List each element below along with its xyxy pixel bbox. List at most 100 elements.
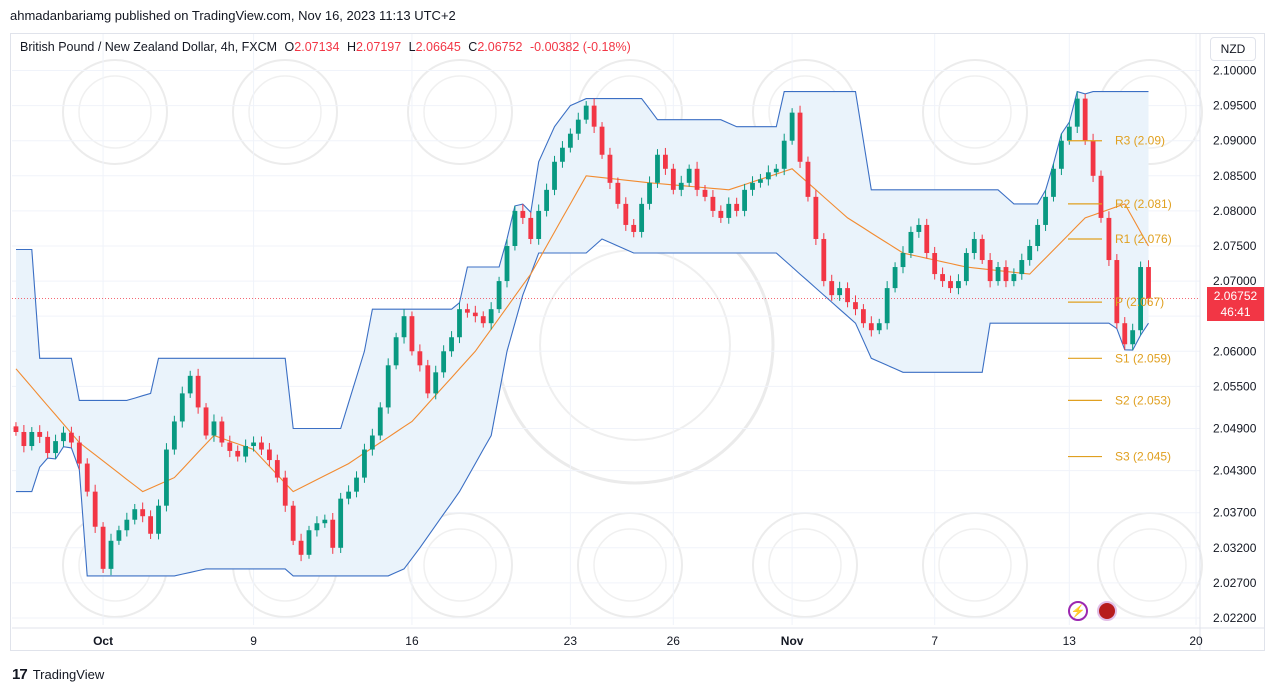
pivot-label-s1: S1 (2.059) (1115, 351, 1171, 365)
candle-body (393, 337, 399, 366)
candle-body (987, 260, 993, 282)
currency-button[interactable]: NZD (1210, 37, 1256, 61)
x-tick-label: Nov (781, 634, 804, 648)
pivot-label-r1: R1 (2.076) (1115, 232, 1172, 246)
candle-body (655, 154, 660, 183)
x-tick-label: 9 (250, 634, 257, 648)
y-tick-label: 2.10000 (1213, 64, 1257, 78)
candle-body (203, 407, 209, 436)
candle-body (306, 530, 312, 555)
candle-body (441, 351, 447, 373)
watermark-seal-ring (248, 75, 322, 149)
y-tick-label: 2.03200 (1213, 541, 1257, 555)
candle-body (1035, 224, 1041, 246)
candle-body (69, 432, 74, 443)
candle-body (663, 154, 668, 169)
x-tick-label: 26 (667, 634, 681, 648)
candle-body (171, 421, 177, 450)
candle-body (1098, 175, 1104, 218)
candle-body (678, 182, 684, 190)
candle-body (861, 309, 866, 324)
chart-frame (10, 33, 1265, 651)
candle-body (100, 526, 106, 569)
candle-body (868, 323, 874, 331)
candle-body (219, 421, 225, 443)
candle-body (156, 505, 161, 534)
candle-body (61, 432, 66, 442)
candle-body (647, 182, 652, 204)
candle-body (750, 182, 755, 190)
symbol-label: British Pound / New Zealand Dollar, 4h, … (20, 40, 278, 54)
candle-body (742, 189, 747, 211)
candle-body (567, 133, 573, 148)
y-tick-label: 2.09000 (1213, 134, 1257, 148)
candle-body (876, 323, 882, 331)
watermark-seal (232, 59, 338, 165)
candle-body (1043, 196, 1048, 225)
channel-fill (16, 91, 1149, 576)
candle-body (765, 172, 771, 180)
candle-body (108, 540, 114, 569)
candle-body (195, 375, 201, 408)
candle-body (377, 407, 383, 436)
lightning-icon[interactable]: ⚡ (1068, 601, 1088, 621)
y-tick-label: 2.08500 (1213, 169, 1257, 183)
candle-body (718, 210, 724, 218)
candle-body (132, 509, 138, 520)
watermark-seal-ring (938, 75, 1012, 149)
candle-body (211, 421, 217, 436)
pivot-label-r2: R2 (2.081) (1115, 197, 1172, 211)
candle-body (702, 189, 708, 197)
low-label: L (408, 40, 416, 54)
watermark-seal-ring (593, 528, 667, 602)
last-price-value: 2.06752 (1213, 289, 1258, 303)
candle-body (385, 365, 391, 408)
candle-body (979, 238, 985, 261)
candle-body (282, 477, 288, 506)
candle-body (1090, 140, 1096, 176)
candle-body (781, 140, 787, 169)
footer: 17 TradingView (12, 666, 104, 683)
candle-body (465, 309, 470, 313)
y-tick-label: 2.05500 (1213, 379, 1257, 393)
watermark-seal-ring (78, 75, 152, 149)
candle-body (409, 316, 415, 352)
candle-body (829, 281, 835, 296)
pivot-label-p: P (2.067) (1115, 295, 1164, 309)
candle-body (908, 231, 914, 254)
watermark-seal-ring (768, 528, 842, 602)
candle-body (401, 316, 407, 338)
candle-body (346, 491, 351, 499)
close-label: C (468, 40, 478, 54)
candle-body (932, 253, 938, 275)
candle-body (995, 267, 1001, 282)
candle-body (1146, 267, 1151, 299)
candle-body (615, 182, 621, 204)
candle-body (488, 309, 494, 324)
candle-body (591, 105, 597, 127)
candle-body (1082, 98, 1088, 141)
candle-body (45, 436, 51, 454)
candle-body (243, 446, 249, 457)
watermark-seal-ring (1113, 528, 1187, 602)
candle-body (520, 210, 526, 218)
candle-body (623, 203, 629, 225)
candle-body (805, 161, 811, 197)
candle-body (710, 196, 716, 211)
candle-body (504, 245, 510, 282)
watermark-seal-ring (423, 528, 497, 602)
change-value: -0.00382 (-0.18%) (529, 40, 631, 54)
candle-body (259, 442, 264, 450)
candle-body (179, 393, 185, 422)
candle-body (789, 112, 795, 141)
basis-line (15, 168, 1149, 493)
uk-flag-icon[interactable] (1097, 601, 1117, 621)
candle-body (314, 523, 320, 531)
y-tick-label: 2.06000 (1213, 344, 1257, 358)
x-tick-label: 13 (1063, 634, 1077, 648)
watermark-seal-ring (938, 528, 1012, 602)
candle-body (330, 519, 336, 548)
candle-body (512, 210, 518, 246)
candle-body (773, 168, 779, 173)
